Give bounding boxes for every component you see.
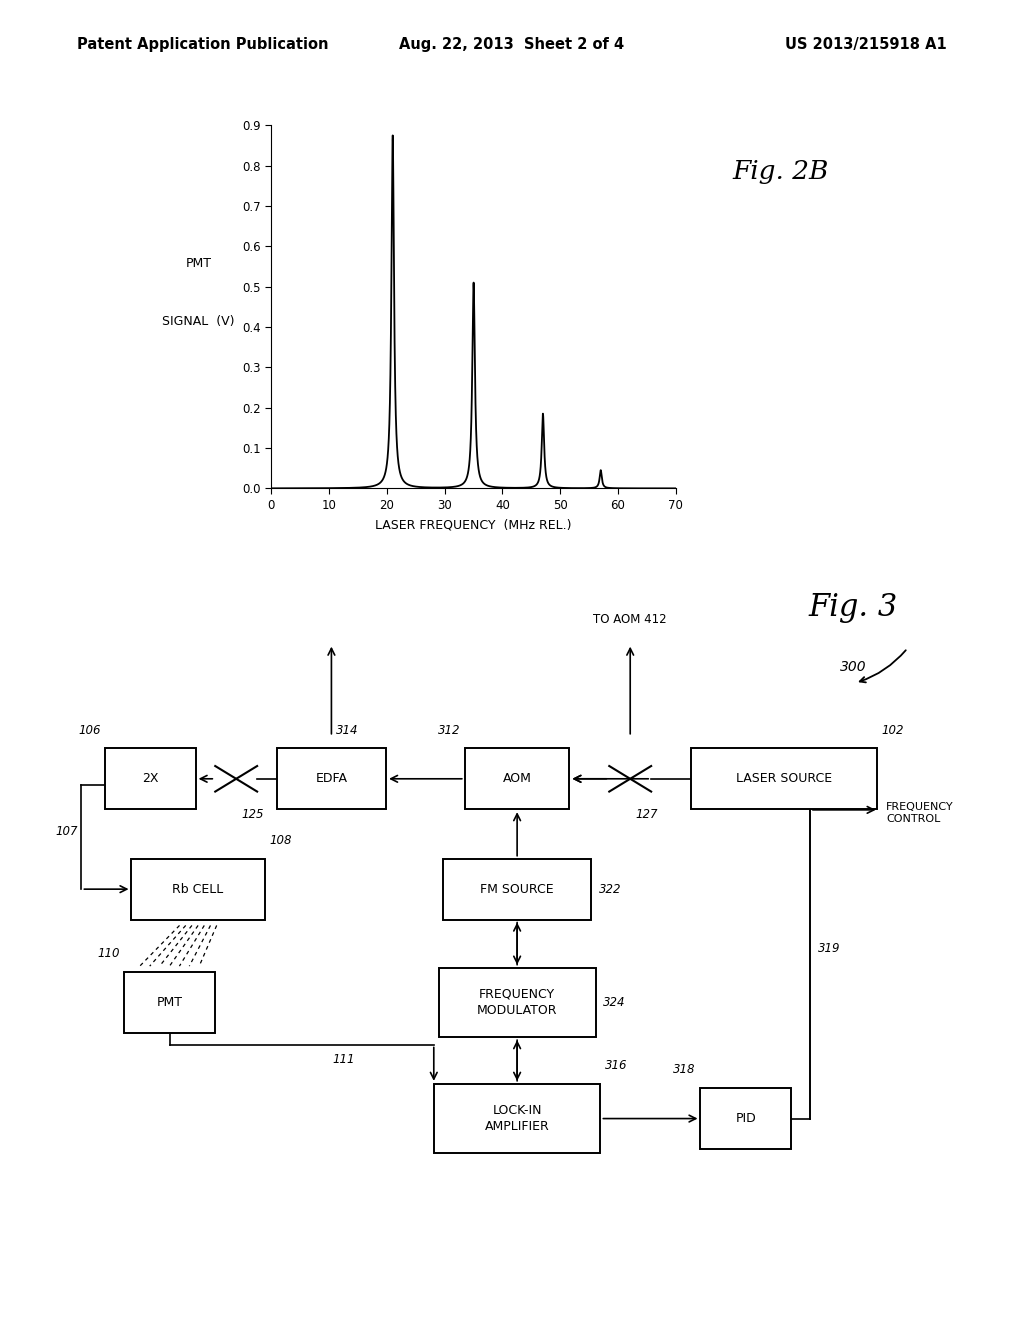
Text: 316: 316 bbox=[605, 1059, 628, 1072]
Text: PMT: PMT bbox=[185, 257, 212, 269]
Bar bbox=[105, 748, 196, 809]
Text: FREQUENCY
CONTROL: FREQUENCY CONTROL bbox=[886, 803, 953, 825]
Bar bbox=[691, 748, 877, 809]
Text: 110: 110 bbox=[97, 948, 120, 961]
Bar bbox=[124, 972, 215, 1032]
Text: FM SOURCE: FM SOURCE bbox=[480, 883, 554, 896]
Text: 127: 127 bbox=[635, 808, 657, 821]
Text: 318: 318 bbox=[673, 1064, 695, 1077]
X-axis label: LASER FREQUENCY  (MHz REL.): LASER FREQUENCY (MHz REL.) bbox=[376, 519, 571, 532]
Text: 2X: 2X bbox=[142, 772, 159, 785]
Bar bbox=[443, 858, 591, 920]
Text: 300: 300 bbox=[840, 660, 866, 673]
Text: 108: 108 bbox=[269, 834, 292, 847]
Bar bbox=[438, 968, 596, 1038]
Text: PID: PID bbox=[735, 1111, 756, 1125]
Text: SIGNAL  (V): SIGNAL (V) bbox=[162, 315, 234, 327]
Bar bbox=[131, 858, 265, 920]
Text: AOM: AOM bbox=[503, 772, 531, 785]
Text: 106: 106 bbox=[78, 723, 100, 737]
Text: 312: 312 bbox=[437, 723, 460, 737]
Text: TO AOM 412: TO AOM 412 bbox=[593, 614, 667, 627]
Text: Patent Application Publication: Patent Application Publication bbox=[77, 37, 329, 51]
Text: Rb CELL: Rb CELL bbox=[172, 883, 223, 896]
Text: 324: 324 bbox=[603, 995, 626, 1008]
Text: US 2013/215918 A1: US 2013/215918 A1 bbox=[785, 37, 947, 51]
Text: LOCK-IN
AMPLIFIER: LOCK-IN AMPLIFIER bbox=[484, 1104, 550, 1134]
Text: LASER SOURCE: LASER SOURCE bbox=[735, 772, 831, 785]
Bar bbox=[700, 1088, 791, 1148]
Text: 314: 314 bbox=[336, 723, 358, 737]
Text: Fig. 2B: Fig. 2B bbox=[732, 160, 828, 183]
Text: FREQUENCY
MODULATOR: FREQUENCY MODULATOR bbox=[477, 987, 557, 1018]
Text: Aug. 22, 2013  Sheet 2 of 4: Aug. 22, 2013 Sheet 2 of 4 bbox=[399, 37, 625, 51]
Bar bbox=[434, 1084, 600, 1154]
Text: 125: 125 bbox=[241, 808, 263, 821]
Text: 102: 102 bbox=[882, 723, 904, 737]
Text: 319: 319 bbox=[817, 942, 840, 956]
Text: EDFA: EDFA bbox=[315, 772, 347, 785]
Text: 107: 107 bbox=[56, 825, 79, 838]
Bar bbox=[465, 748, 569, 809]
Text: 322: 322 bbox=[599, 883, 621, 896]
Bar bbox=[276, 748, 386, 809]
Text: Fig. 3: Fig. 3 bbox=[809, 591, 898, 623]
Text: PMT: PMT bbox=[157, 995, 182, 1008]
Text: 111: 111 bbox=[332, 1053, 354, 1067]
